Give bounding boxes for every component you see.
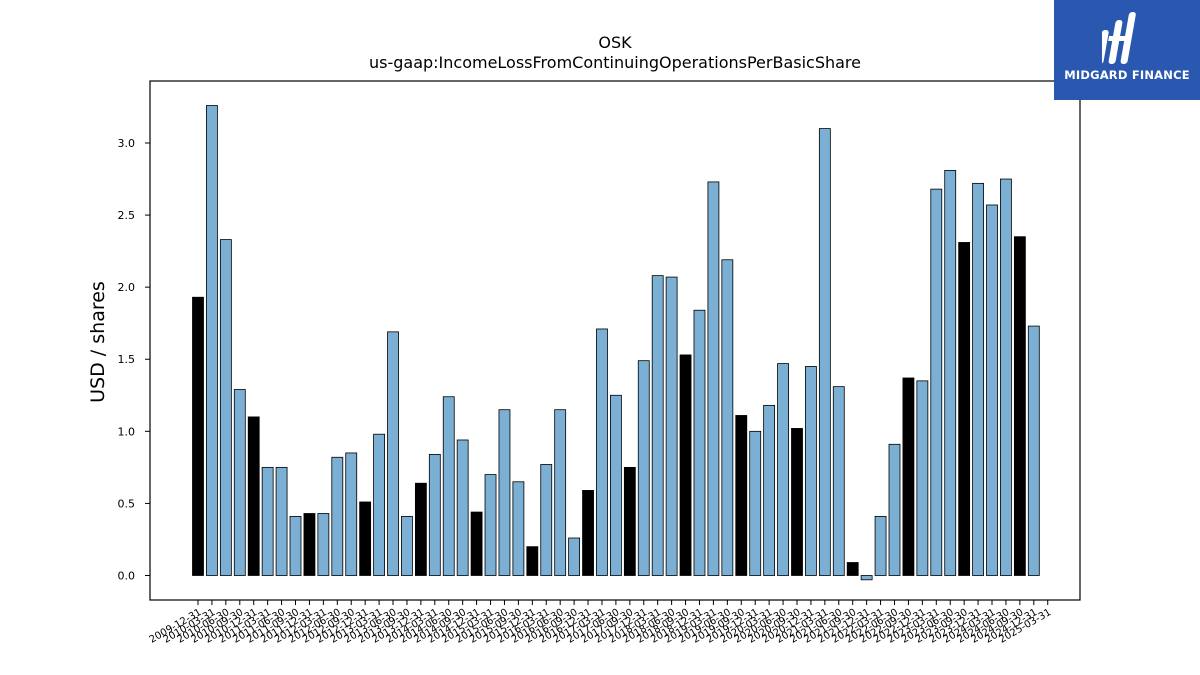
bar-2015-12-31	[526, 546, 539, 576]
bar-2019-09-30	[735, 415, 748, 576]
bar-2011-09-30	[289, 515, 302, 576]
bar-2014-03-31	[428, 453, 441, 576]
bar-2023-06-30	[944, 169, 957, 576]
bar-2022-09-30	[902, 377, 915, 576]
bar-2012-12-31	[359, 501, 372, 576]
bar-2023-09-30	[958, 242, 971, 576]
bar-2010-06-30	[219, 239, 232, 576]
bar-2013-12-31	[414, 482, 427, 576]
y-tick-label: 1.0	[118, 425, 136, 438]
logo-text: MIDGARD FINANCE	[1064, 68, 1190, 82]
bar-2012-03-31	[317, 513, 330, 576]
midgard-finance-logo: MIDGARD FINANCE	[1054, 0, 1200, 100]
y-axis-label: USD / shares	[87, 281, 109, 403]
bar-2021-12-31	[860, 575, 873, 581]
bar-2011-03-31	[261, 466, 274, 576]
bar-2012-09-30	[345, 452, 358, 576]
bar-2017-03-31	[596, 328, 608, 576]
plot-frame	[149, 80, 1081, 601]
bar-2017-06-30	[610, 394, 622, 576]
bar-2012-06-30	[331, 456, 344, 576]
bar-2018-03-31	[651, 275, 664, 576]
bar-2020-12-31	[805, 366, 817, 576]
y-tick-label: 0.0	[118, 569, 136, 582]
y-tick-label: 1.5	[118, 353, 136, 366]
bar-2018-06-30	[665, 276, 678, 576]
bar-2010-03-31	[206, 105, 218, 576]
bar-2010-09-30	[233, 389, 246, 576]
bar-2024-06-30	[1000, 178, 1012, 576]
bar-2014-09-30	[456, 439, 469, 576]
bar-2022-06-30	[888, 443, 901, 576]
bar-2015-03-31	[484, 474, 497, 576]
bar-2013-06-30	[387, 331, 399, 576]
bar-2016-03-31	[540, 464, 553, 576]
bars-group	[192, 105, 1040, 581]
bar-2022-03-31	[874, 515, 887, 576]
x-ticks-group: 2009-12-312010-03-312010-06-302010-09-30…	[148, 600, 1053, 646]
y-tick-label: 2.0	[118, 281, 136, 294]
bar-2014-12-31	[470, 511, 483, 576]
bar-2019-06-30	[721, 259, 734, 576]
bar-2015-09-30	[512, 481, 525, 576]
chart-title: OSK	[598, 33, 632, 52]
bar-2014-06-30	[442, 396, 455, 576]
bar-2020-09-30	[791, 428, 803, 576]
bar-2024-09-30	[1013, 236, 1026, 576]
bar-2011-06-30	[275, 466, 288, 576]
chart-subtitle: us-gaap:IncomeLossFromContinuingOperatio…	[369, 53, 861, 72]
bar-2016-09-30	[568, 537, 581, 576]
y-tick-label: 3.0	[118, 137, 136, 150]
bar-2018-12-31	[693, 309, 706, 576]
bar-2020-03-31	[763, 404, 776, 576]
y-ticks-group: 0.0 0.5 1.0 1.5 2.0 2.5 3.0	[118, 137, 150, 582]
bar-2023-12-31	[972, 182, 984, 576]
y-tick-label: 0.5	[118, 497, 136, 510]
bar-2015-06-30	[498, 409, 511, 576]
midgard-logo-icon	[1102, 12, 1136, 64]
bar-2009-12-31	[192, 296, 204, 576]
bar-2017-09-30	[623, 466, 636, 576]
bar-2013-09-30	[401, 515, 413, 576]
bar-2022-12-31	[916, 380, 929, 576]
bar-2021-06-30	[832, 386, 845, 576]
bar-2019-03-31	[707, 181, 720, 576]
bar-2020-06-30	[777, 363, 789, 576]
bar-2011-12-31	[303, 513, 316, 576]
bar-2024-03-31	[986, 204, 998, 576]
bar-2010-12-31	[247, 416, 260, 576]
bar-2013-03-31	[373, 433, 385, 576]
bar-2021-09-30	[846, 562, 859, 576]
bar-2023-03-31	[930, 188, 943, 576]
bar-2021-03-31	[818, 128, 831, 576]
bar-2019-12-31	[749, 430, 762, 576]
bar-2017-12-31	[637, 360, 650, 576]
bar-2024-12-31	[1027, 325, 1040, 576]
bar-2016-12-31	[582, 490, 594, 576]
y-tick-label: 2.5	[118, 209, 136, 222]
bar-2016-06-30	[554, 409, 567, 576]
bar-2018-09-30	[679, 354, 692, 576]
